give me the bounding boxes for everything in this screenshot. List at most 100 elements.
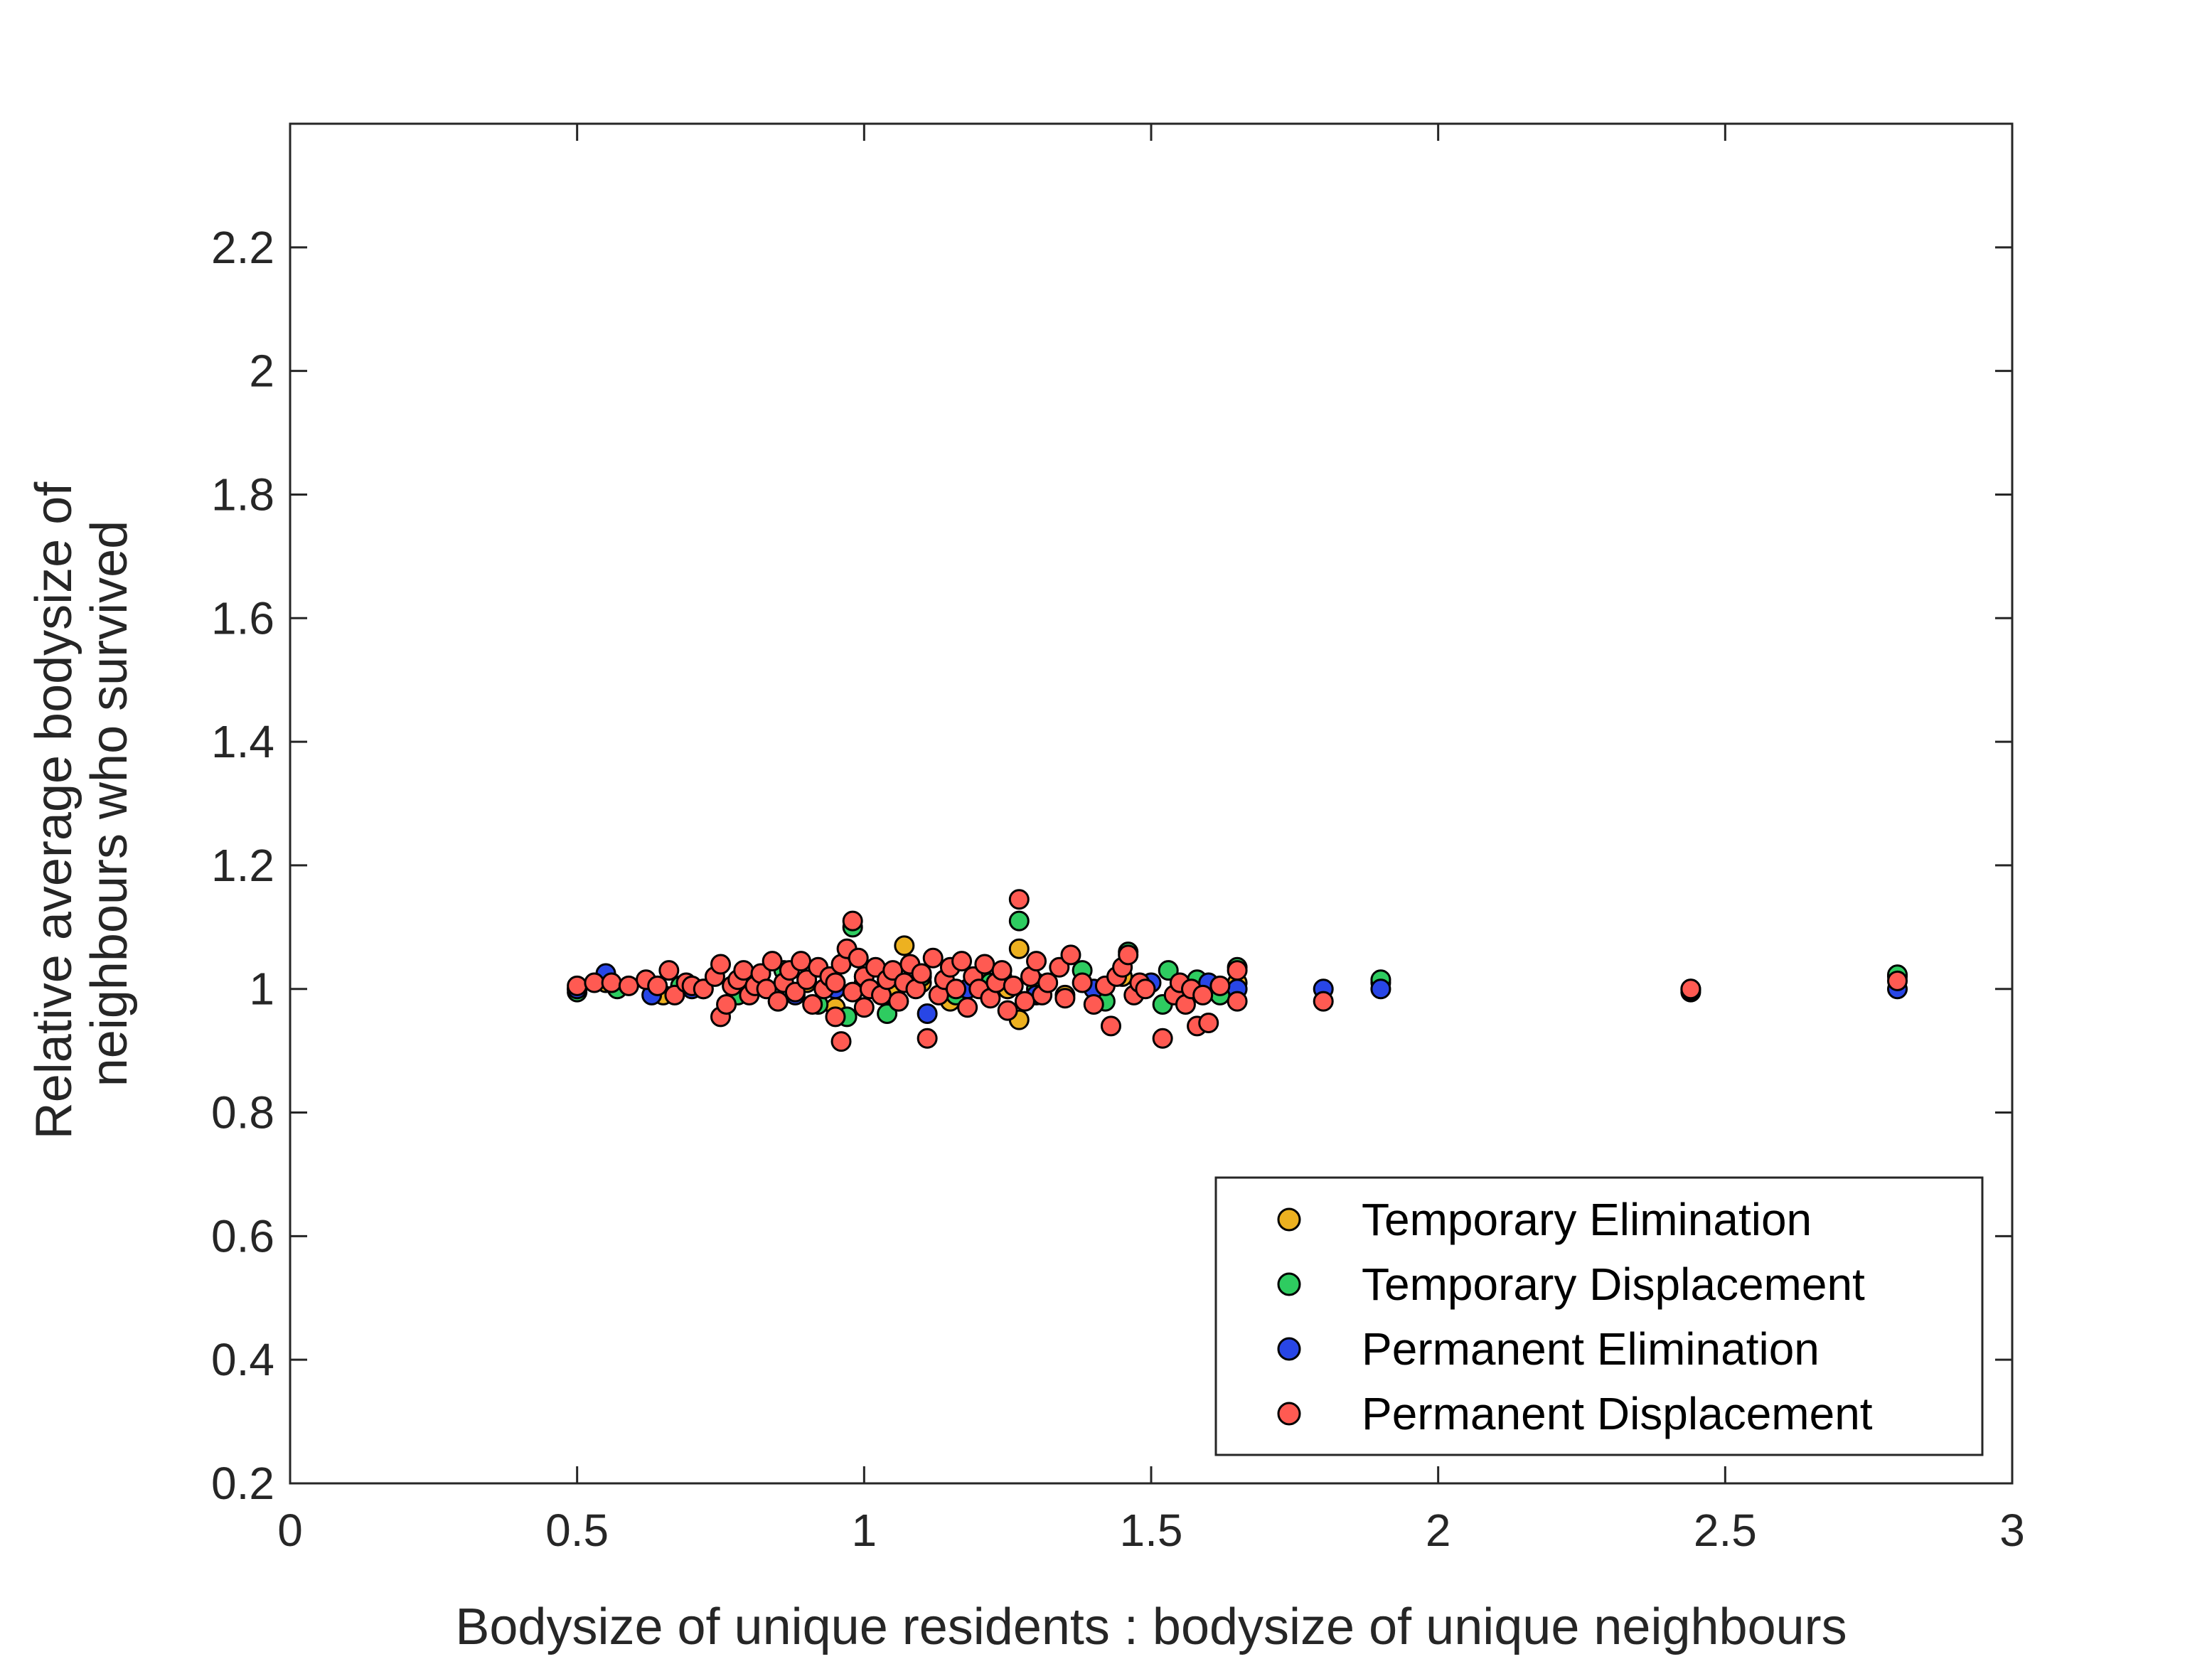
legend-marker [1277,1402,1301,1426]
data-point [618,975,639,996]
data-point [802,993,823,1015]
data-point [991,960,1013,981]
legend-item-temporary-elimination: Temporary Elimination [1277,1194,1812,1245]
x-tick-label: 0 [277,1505,303,1556]
y-tick-label: 0.4 [211,1334,274,1385]
plot-frame [289,122,2014,1485]
x-axis-label: Bodysize of unique residents : bodysize … [455,1599,1847,1655]
data-point [1037,972,1059,993]
y-tick-label: 1 [249,964,274,1015]
y-tick-label: 0.8 [211,1087,274,1138]
data-point [1014,991,1035,1012]
data-point [710,954,731,975]
data-point [1370,978,1391,1000]
legend-marker [1277,1207,1301,1232]
data-point [796,969,818,991]
legend-item-temporary-displacement: Temporary Displacement [1277,1259,1865,1310]
legend-label: Temporary Displacement [1362,1259,1865,1310]
data-point [842,910,863,932]
data-point [567,975,588,996]
data-point [888,991,909,1012]
x-tick-label: 2.5 [1694,1505,1757,1556]
y-tick-label: 1.8 [211,469,274,520]
data-point [1003,975,1024,996]
data-point [1135,978,1156,1000]
data-point [767,991,789,1012]
legend: Temporary Elimination Temporary Displace… [1214,1176,1984,1456]
data-point [1049,956,1070,978]
y-axis-label-line-2: neighbours who survived [81,521,138,1087]
data-point [791,951,812,972]
data-point [1227,991,1248,1012]
legend-label: Permanent Elimination [1362,1323,1820,1375]
data-point [1209,975,1231,996]
data-point [917,1003,938,1024]
data-point [693,978,714,1000]
data-point [1198,1013,1219,1034]
y-tick-label: 2 [249,346,274,397]
y-axis-label-line-1: Relative average bodysize of [26,481,82,1140]
data-point [1192,984,1214,1005]
data-point [762,951,783,972]
axis-ticks [289,124,2014,1485]
x-tick-label: 1.5 [1120,1505,1183,1556]
data-point [1008,910,1030,932]
legend-label: Temporary Elimination [1362,1194,1812,1245]
data-point [877,1003,898,1024]
data-point [1152,1028,1173,1049]
data-point [974,954,995,975]
data-point [911,963,932,984]
data-point [997,1000,1018,1021]
data-point [1008,889,1030,910]
data-point [830,1031,852,1052]
data-point [1313,991,1334,1012]
y-tick-label: 1.4 [211,716,274,767]
legend-marker [1277,1272,1301,1296]
y-axis-label: Relative average bodysize of neighbours … [26,468,138,1140]
data-point [1083,993,1104,1015]
data-point [894,935,915,956]
data-points [567,889,1908,1052]
data-point [951,951,973,972]
y-tick-label: 0.2 [211,1458,274,1509]
x-tick-label: 2 [1426,1505,1451,1556]
data-point [1680,978,1701,1000]
data-point [1060,944,1081,966]
data-point [1227,960,1248,981]
data-point [1072,972,1093,993]
data-point [716,993,737,1015]
series-permanent-displacement [567,889,1908,1052]
data-point [658,960,680,981]
data-point [1887,970,1908,991]
legend-item-permanent-elimination: Permanent Elimination [1277,1323,1820,1375]
x-tick-label: 3 [1999,1505,2025,1556]
x-tick-label: 1 [852,1505,877,1556]
x-tick-label: 0.5 [545,1505,609,1556]
data-point [584,972,605,993]
data-point [664,984,685,1005]
legend-label: Permanent Displacement [1362,1388,1873,1439]
data-point [1158,960,1179,981]
data-point [784,981,806,1003]
y-tick-label: 1.6 [211,592,274,644]
legend-box [1214,1176,1984,1456]
data-point [922,947,944,969]
tick-labels: 0 0.5 1 1.5 2 2.5 3 0.2 0.4 0.6 0.8 1 1.2 1.4 1.6 1.8 2 2… [211,222,2025,1556]
data-point [825,1006,846,1028]
y-tick-label: 1.2 [211,840,274,891]
data-point [601,972,622,993]
data-point [825,972,846,993]
data-point [917,1028,938,1049]
data-point [946,978,967,1000]
legend-item-permanent-displacement: Permanent Displacement [1277,1388,1873,1439]
data-point [1100,1015,1121,1037]
data-point [957,997,978,1018]
data-point [853,997,875,1018]
y-tick-label: 2.2 [211,222,274,273]
legend-marker [1277,1337,1301,1361]
data-point [1008,938,1030,959]
data-point [1118,944,1139,966]
data-point [848,947,869,969]
data-point [1026,951,1047,972]
